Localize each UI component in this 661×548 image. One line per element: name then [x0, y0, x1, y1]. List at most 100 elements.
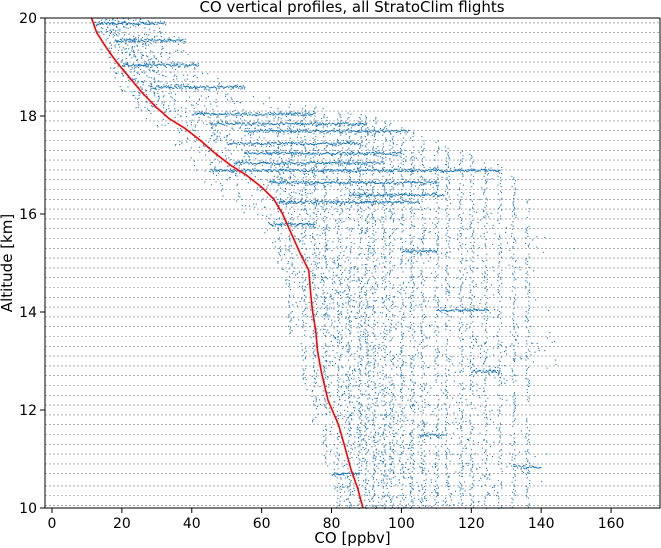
scatter-point [300, 137, 302, 139]
scatter-point [245, 113, 247, 115]
scatter-point [190, 86, 192, 88]
scatter-point [415, 185, 417, 187]
scatter-point [346, 202, 348, 204]
scatter-point [150, 39, 152, 41]
scatter-point [464, 388, 466, 390]
scatter-point [278, 141, 280, 143]
scatter-point [109, 32, 111, 35]
scatter-point [353, 154, 355, 156]
scatter-point [377, 372, 379, 374]
scatter-point [143, 43, 145, 45]
scatter-point [247, 150, 249, 152]
scatter-point [396, 194, 399, 196]
scatter-point [134, 55, 136, 57]
scatter-point [282, 201, 285, 203]
scatter-point [481, 323, 483, 325]
scatter-point [133, 55, 135, 57]
scatter-point [308, 170, 310, 172]
scatter-point [144, 89, 147, 91]
scatter-point [500, 318, 502, 320]
scatter-point [434, 331, 436, 333]
scatter-point [110, 47, 112, 49]
scatter-point [403, 200, 406, 202]
scatter-point [309, 226, 311, 228]
scatter-point [159, 87, 162, 89]
scatter-point [282, 168, 285, 170]
scatter-point [154, 35, 156, 37]
scatter-point [156, 104, 158, 106]
scatter-point [242, 85, 244, 87]
scatter-point [164, 40, 166, 42]
scatter-point [232, 128, 234, 130]
scatter-point [266, 116, 268, 118]
scatter-point [434, 167, 437, 169]
scatter-point [331, 298, 333, 300]
scatter-point [283, 218, 285, 220]
scatter-point [379, 456, 381, 458]
scatter-point [268, 113, 271, 115]
scatter-point [440, 408, 443, 410]
scatter-point [143, 72, 145, 74]
scatter-point [288, 160, 290, 162]
scatter-point [202, 122, 204, 124]
scatter-point [387, 201, 390, 203]
scatter-point [467, 366, 469, 368]
scatter-point [339, 183, 341, 185]
scatter-point [501, 398, 503, 400]
scatter-point [345, 246, 347, 248]
scatter-point [242, 122, 244, 124]
scatter-point [234, 142, 236, 144]
scatter-point [343, 500, 345, 502]
scatter-point [279, 130, 281, 132]
scatter-point [376, 397, 378, 399]
scatter-point [470, 169, 473, 172]
scatter-point [420, 181, 422, 183]
scatter-point [466, 438, 469, 440]
scatter-point [256, 120, 259, 122]
scatter-point [389, 169, 391, 171]
scatter-point [472, 363, 474, 365]
scatter-point [375, 505, 377, 508]
scatter-point [272, 180, 274, 182]
scatter-point [159, 22, 162, 24]
scatter-point [367, 131, 370, 133]
scatter-point [307, 128, 309, 130]
scatter-point [323, 117, 325, 119]
scatter-point [353, 191, 355, 193]
scatter-point [284, 178, 286, 180]
scatter-point [320, 182, 322, 184]
scatter-point [276, 198, 278, 201]
scatter-point [291, 200, 293, 203]
scatter-point [325, 429, 328, 431]
scatter-point [466, 250, 469, 252]
scatter-point [259, 143, 262, 146]
scatter-point [194, 68, 196, 70]
scatter-point [327, 318, 329, 320]
scatter-point [291, 142, 293, 144]
scatter-point [352, 194, 355, 196]
scatter-point [345, 201, 347, 203]
scatter-point [399, 193, 401, 195]
scatter-point [216, 121, 218, 123]
scatter-point [224, 113, 227, 115]
scatter-point [282, 163, 284, 165]
scatter-point [217, 169, 220, 172]
scatter-point [140, 56, 142, 58]
scatter-point [424, 482, 427, 485]
scatter-point [420, 421, 422, 423]
scatter-point [467, 358, 469, 360]
scatter-point [488, 492, 490, 495]
scatter-point [426, 170, 429, 172]
scatter-point [465, 243, 467, 246]
scatter-point [235, 116, 237, 118]
scatter-point [410, 491, 412, 493]
scatter-point [372, 255, 374, 257]
scatter-point [494, 366, 496, 368]
scatter-point [247, 162, 249, 164]
scatter-point [176, 87, 179, 89]
scatter-point [371, 170, 374, 172]
scatter-point [246, 127, 248, 129]
scatter-point [285, 203, 287, 205]
scatter-point [258, 162, 260, 164]
scatter-point [492, 224, 494, 226]
